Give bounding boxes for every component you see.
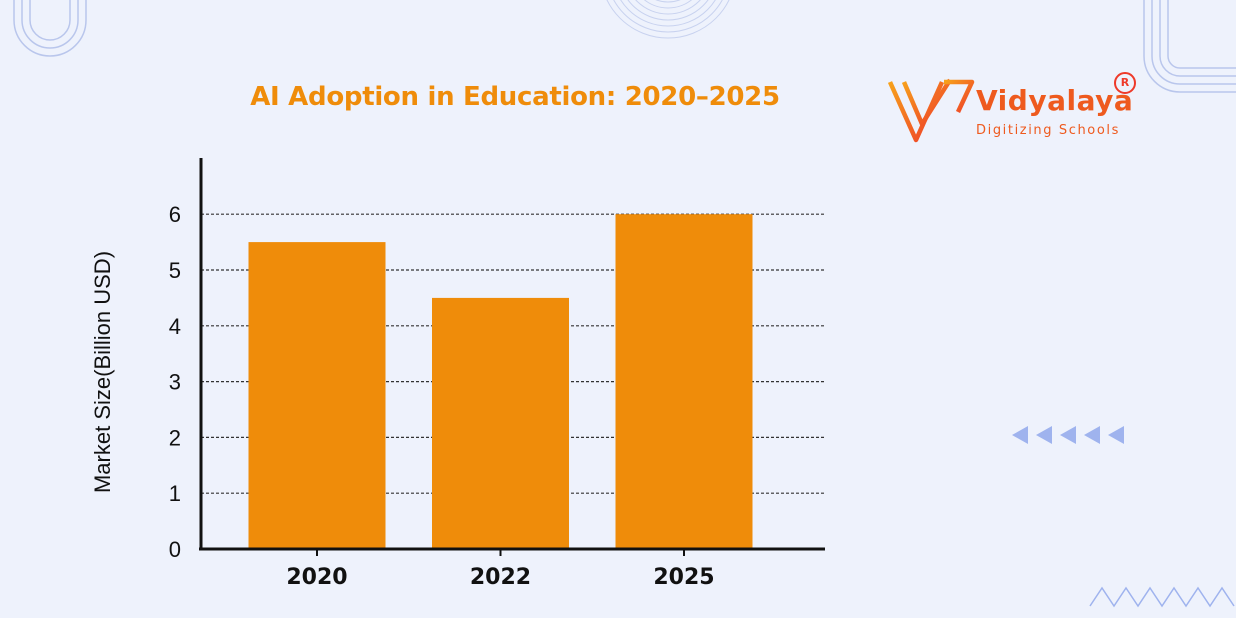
- concentric-circles-decoration: [606, 0, 730, 39]
- brand-tagline: Digitizing Schools: [976, 123, 1120, 138]
- y-axis-label: Market Size(Billion USD): [90, 251, 115, 493]
- y-tick-label: 3: [169, 370, 181, 395]
- bar-2020: [248, 242, 386, 549]
- vidyalaya-logo-icon: [887, 78, 975, 143]
- y-tick-label: 4: [169, 314, 181, 339]
- y-tick-labels: 0 1 2 3 4 5 6: [169, 202, 181, 562]
- y-tick-label: 0: [169, 537, 181, 562]
- y-tick-label: 5: [169, 258, 181, 283]
- x-tick-labels: 2020 2022 2025: [286, 549, 715, 590]
- x-tick-label: 2025: [653, 565, 714, 590]
- bar-2025: [615, 214, 753, 549]
- registered-mark: R: [1114, 72, 1136, 94]
- rounded-lines-top-left-decoration: [13, 0, 87, 57]
- y-tick-label: 2: [169, 425, 181, 450]
- chart-title: AI Adoption in Education: 2020–2025: [250, 82, 780, 112]
- zigzag-line-decoration: [1089, 586, 1235, 608]
- y-tick-label: 6: [169, 202, 181, 227]
- axes: [199, 158, 825, 551]
- rounded-corner-lines-decoration: [1143, 0, 1236, 93]
- bar-2022: [432, 297, 569, 549]
- y-tick-label: 1: [169, 481, 181, 506]
- bars: [248, 214, 753, 549]
- bar-chart: 0 1 2 3 4 5 6 2020 2022 2025 Market Size(Billion…: [90, 158, 825, 590]
- brand-name: Vidyalaya: [976, 84, 1134, 117]
- left-arrows-decoration: [1012, 426, 1124, 444]
- x-tick-label: 2022: [470, 565, 531, 590]
- x-tick-label: 2020: [286, 565, 347, 590]
